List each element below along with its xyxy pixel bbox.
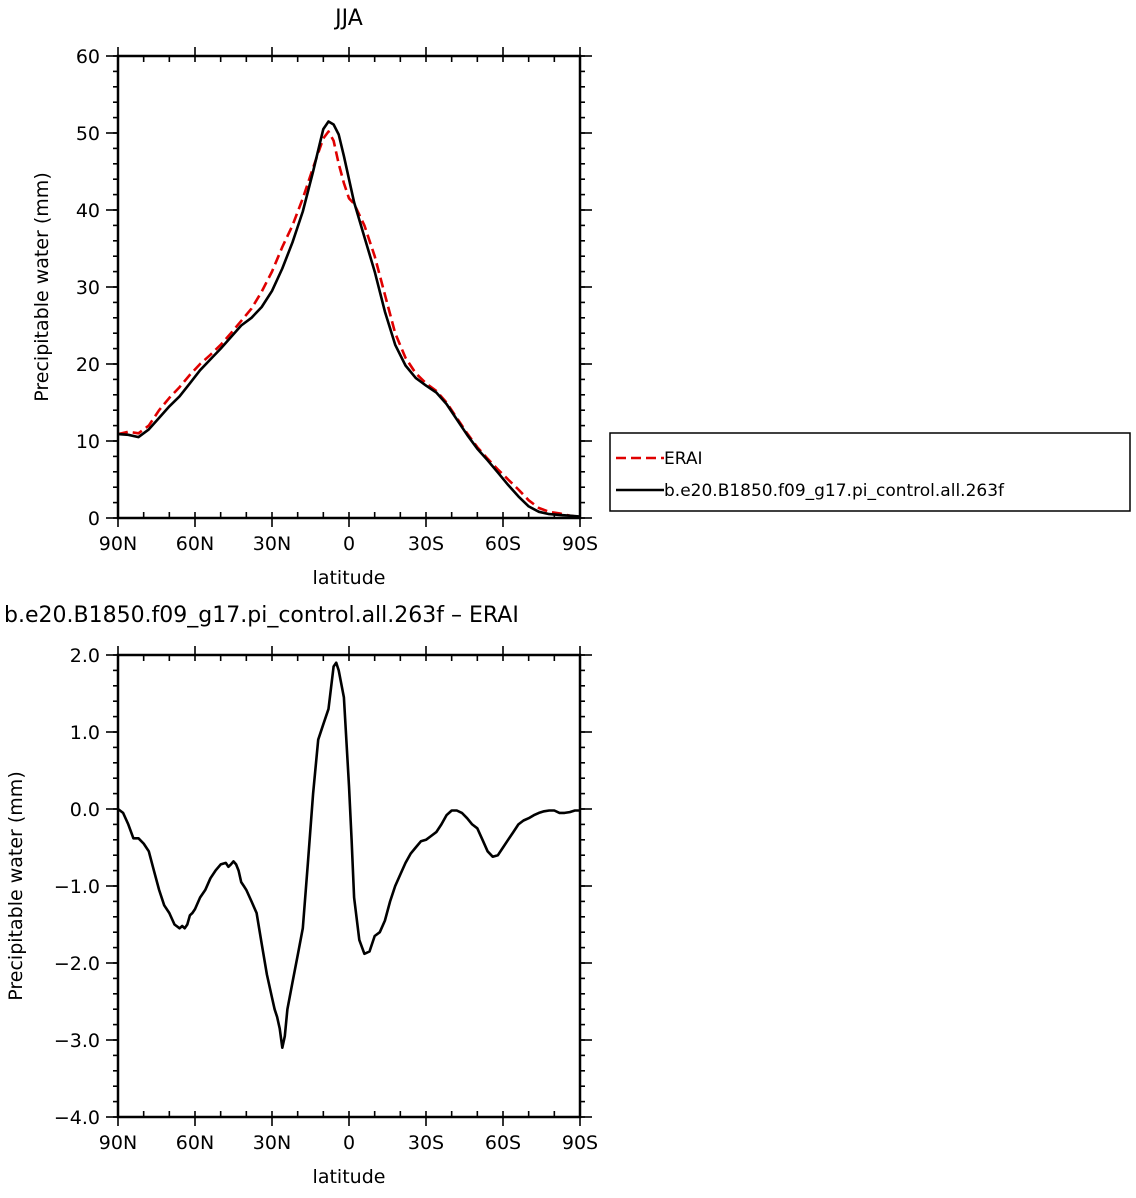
y-tick-label: −4.0 — [54, 1107, 100, 1129]
x-tick-label: 90N — [99, 1132, 137, 1154]
y-tick-label: −3.0 — [54, 1030, 100, 1052]
x-axis-label: latitude — [313, 567, 386, 589]
x-tick-label: 90N — [99, 533, 137, 555]
x-tick-label: 30N — [253, 1132, 291, 1154]
x-tick-label: 90S — [562, 1132, 598, 1154]
upper-panel: JJA 90N 60N 30N 0 30S 60S 90S 0 10 20 30 40 50 60 latit… — [31, 6, 598, 589]
y-axis-label: Precipitable water (mm) — [31, 172, 53, 401]
x-tick-label: 30S — [408, 533, 444, 555]
x-tick-label: 30N — [253, 533, 291, 555]
series-line-1 — [117, 130, 581, 519]
legend-label-2: b.e20.B1850.f09_g17.pi_control.all.263f — [664, 481, 1005, 501]
chart-title: b.e20.B1850.f09_g17.pi_control.all.263f … — [4, 603, 519, 628]
x-tick-label: 60S — [485, 1132, 521, 1154]
plot-frame — [116, 54, 582, 520]
series-line-1 — [117, 661, 580, 1049]
y-tick-label: −1.0 — [54, 876, 100, 898]
plot-frame — [116, 653, 582, 1119]
y-tick-label: 60 — [76, 46, 100, 68]
x-tick-label: 0 — [343, 533, 355, 555]
x-tick-label: 60N — [176, 533, 214, 555]
y-tick-label: 0 — [88, 508, 100, 530]
x-tick-label: 30S — [408, 1132, 444, 1154]
series-line-2 — [117, 120, 581, 518]
x-tick-label: 0 — [343, 1132, 355, 1154]
chart-title: JJA — [333, 6, 363, 31]
x-tick-label: 60S — [485, 533, 521, 555]
x-axis-label: latitude — [313, 1166, 386, 1188]
y-axis-label: Precipitable water (mm) — [5, 771, 27, 1000]
y-tick-label: 50 — [76, 123, 100, 145]
legend-label-1: ERAI — [664, 449, 703, 469]
x-tick-label: 90S — [562, 533, 598, 555]
lower-panel: b.e20.B1850.f09_g17.pi_control.all.263f … — [4, 603, 598, 1188]
legend-box — [609, 432, 1131, 512]
y-tick-label: 40 — [76, 200, 100, 222]
x-tick-label: 60N — [176, 1132, 214, 1154]
y-tick-label: 0.0 — [70, 799, 100, 821]
y-tick-label: −2.0 — [54, 953, 100, 975]
y-tick-label: 1.0 — [70, 722, 100, 744]
y-tick-label: 20 — [76, 354, 100, 376]
y-tick-label: 30 — [76, 277, 100, 299]
y-tick-label: 10 — [76, 431, 100, 453]
y-tick-label: 2.0 — [70, 645, 100, 667]
legend: ERAI b.e20.B1850.f09_g17.pi_control.all.2… — [609, 432, 1131, 512]
